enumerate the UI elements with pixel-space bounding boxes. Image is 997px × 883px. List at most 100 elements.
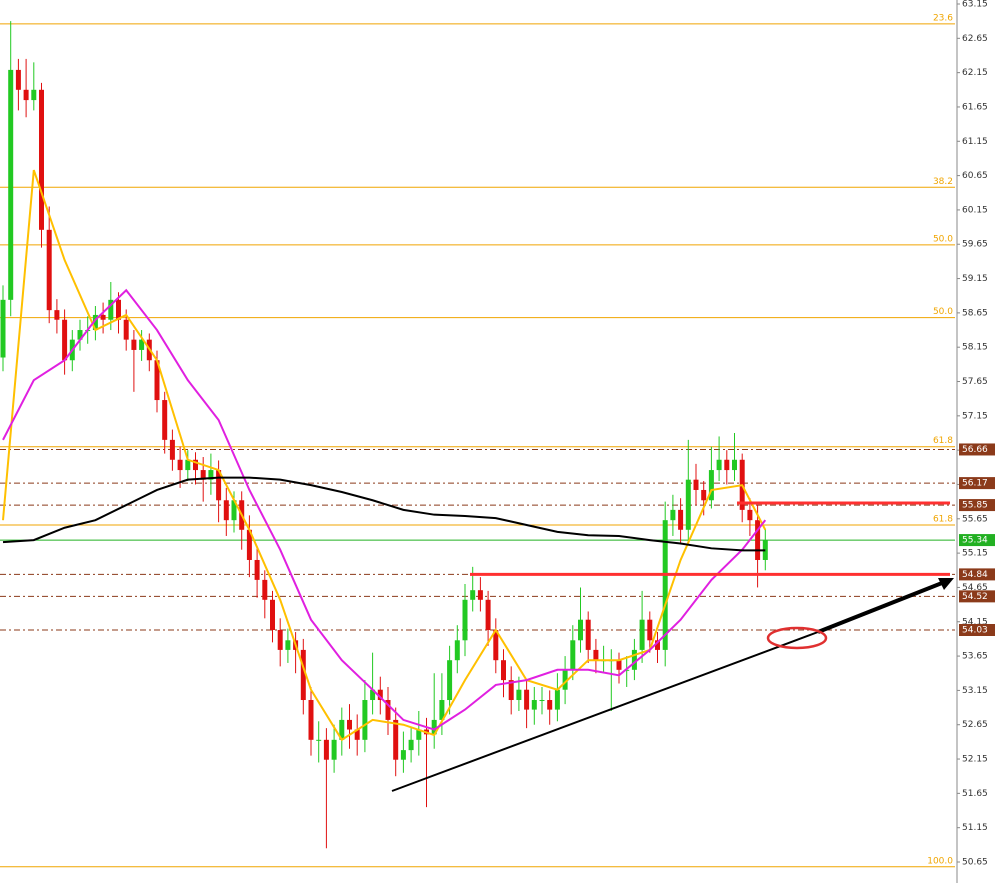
candle-body (485, 599, 491, 630)
candle-body (624, 669, 630, 671)
candle-body (462, 599, 468, 641)
candle-body (108, 299, 114, 320)
last-price-box (959, 534, 995, 547)
fib-label: 61.8 (933, 436, 953, 446)
candle-body (408, 739, 414, 751)
trendline-arrow (817, 581, 943, 634)
y-tick-label: 50.65 (962, 858, 988, 868)
candle-body (670, 509, 676, 521)
y-tick-label: 61.65 (962, 102, 988, 112)
candle-body (193, 459, 198, 471)
candle-body (169, 439, 175, 460)
candle-body (562, 669, 568, 690)
y-tick-label: 59.65 (962, 240, 988, 250)
candle-body (431, 719, 437, 735)
candle-body (400, 750, 406, 760)
y-tick-label: 52.15 (962, 755, 988, 765)
candle-body (162, 400, 168, 440)
candle-body (708, 470, 714, 501)
candle-body (547, 700, 553, 710)
candle-body (154, 360, 160, 401)
candle-body (323, 739, 329, 760)
candle-body (216, 470, 222, 501)
fib-label: 50.0 (933, 234, 953, 244)
candle-body (647, 619, 653, 641)
y-tick-label: 62.65 (962, 34, 988, 44)
candle-body (139, 339, 145, 350)
candle-body (100, 314, 106, 320)
candle-body (354, 729, 360, 740)
candle-body (231, 500, 237, 521)
candle-body (362, 700, 368, 740)
candle-body (277, 629, 283, 650)
y-tick-label: 60.15 (962, 205, 988, 215)
y-tick-label: 62.15 (962, 68, 988, 78)
candle-body (62, 319, 68, 361)
level-box (959, 443, 995, 456)
candle-body (439, 700, 445, 720)
candle-body (31, 89, 37, 101)
candle-body (385, 700, 391, 720)
candle-body (477, 590, 483, 600)
candle-body (123, 319, 129, 340)
candle-body (300, 649, 306, 701)
level-box (959, 568, 995, 581)
candle-body (755, 520, 761, 560)
candle-body (631, 649, 637, 670)
candle-body (370, 689, 376, 701)
candle-body (331, 739, 337, 760)
moving-average (2, 288, 767, 731)
candle-body (262, 579, 268, 600)
candle-body (539, 700, 545, 702)
candle-body (92, 314, 98, 331)
level-label: 55.85 (962, 501, 988, 511)
y-tick-label: 53.65 (962, 652, 988, 662)
candle-body (393, 719, 399, 760)
candle-body (716, 459, 722, 471)
candle-body (732, 459, 737, 471)
level-box (959, 477, 995, 490)
candle-body (724, 459, 730, 471)
candle-body (678, 509, 684, 530)
y-tick-label: 57.15 (962, 411, 988, 421)
fib-label: 38.2 (933, 177, 953, 187)
candle-body (593, 649, 599, 661)
level-box (959, 499, 995, 512)
fib-label: 23.6 (933, 13, 953, 23)
candle-body (246, 529, 252, 560)
candle-body (46, 229, 52, 311)
candle-body (578, 619, 583, 641)
candle-body (208, 470, 214, 480)
candle-body (701, 489, 707, 501)
candle-body (316, 739, 322, 741)
y-tick-label: 55.15 (962, 549, 988, 559)
level-label: 54.52 (962, 592, 988, 602)
candle-body (554, 689, 560, 710)
y-tick-label: 53.15 (962, 686, 988, 696)
candle-body (685, 479, 691, 530)
y-tick-label: 51.65 (962, 789, 988, 799)
arrow-head (938, 578, 954, 590)
level-label: 56.17 (962, 479, 988, 489)
candle-body (200, 470, 206, 480)
candle-body (131, 339, 137, 350)
candle-body (508, 680, 514, 701)
candle-body (54, 310, 60, 320)
candle-body (454, 640, 460, 661)
y-tick-label: 57.65 (962, 377, 988, 387)
candle-body (177, 459, 183, 471)
candle-body (270, 599, 275, 630)
level-box (959, 590, 995, 603)
candle-body (347, 719, 352, 730)
moving-average (2, 476, 766, 552)
candle-body (77, 330, 83, 340)
candle-body (254, 559, 260, 580)
y-tick-label: 61.15 (962, 137, 988, 147)
candle-body (416, 729, 422, 740)
candle-body (8, 69, 14, 300)
candle-body (185, 459, 191, 471)
y-tick-label: 52.65 (962, 720, 988, 730)
candle-body (570, 640, 576, 670)
candle-body (747, 509, 753, 521)
